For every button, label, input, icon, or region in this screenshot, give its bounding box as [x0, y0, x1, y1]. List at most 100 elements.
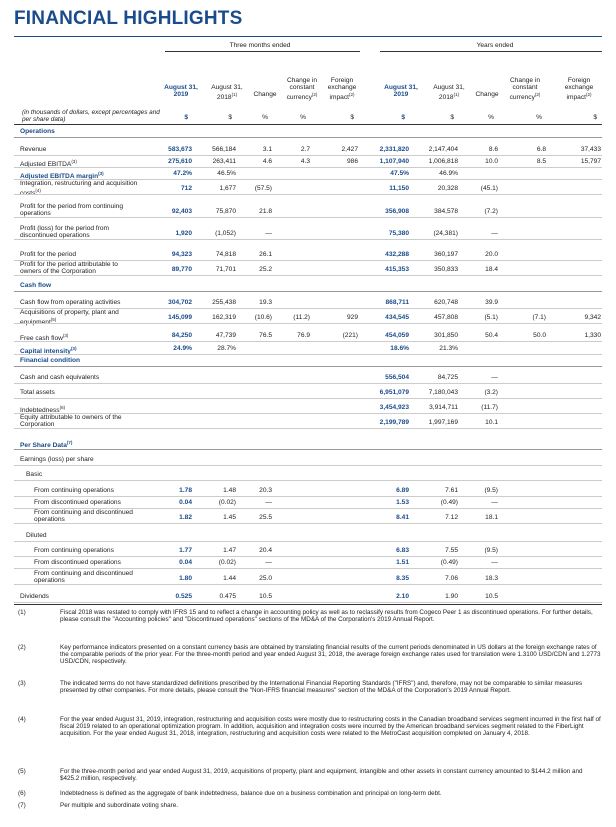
footnote: (2) Key performance indicators presented … [14, 644, 602, 678]
cell-value: 1,997,169 [428, 419, 458, 426]
row-label: Cash flow from operating activities [20, 299, 121, 306]
cell-value: (57.5) [254, 185, 272, 192]
row-rule [14, 480, 602, 481]
cell-value: 7.55 [445, 547, 458, 554]
cell-value: (3.2) [484, 389, 498, 396]
row-label: From continuing and discontinued operati… [34, 509, 133, 524]
row-label: Dividends [20, 593, 49, 600]
row-label: Equity attributable to owners of the Cor… [20, 414, 122, 429]
row-rule [14, 602, 602, 603]
cell-value: — [491, 230, 498, 237]
cell-value: 7.61 [445, 487, 458, 494]
row-rule [14, 398, 602, 399]
cell-value: 26.1 [259, 251, 272, 258]
footnote: (1) Fiscal 2018 was restated to comply wi… [14, 609, 602, 643]
cell-value: (1,052) [215, 230, 236, 237]
cell-value: 0.475 [219, 593, 236, 600]
unit-label: $ [350, 114, 354, 121]
cell-value: 356,908 [385, 208, 409, 215]
row-label: Indebtedness(6) [20, 405, 66, 415]
row-rule [14, 217, 602, 218]
col-y-fx: Foreign exchange impact(2) [564, 77, 594, 102]
cell-value: 0.525 [175, 593, 192, 600]
row-label: From discontinued operations [34, 559, 121, 566]
cell-value: (7.2) [484, 208, 498, 215]
row-rule [14, 584, 602, 585]
cell-value: 2,199,789 [379, 419, 409, 426]
title-rule [14, 36, 602, 37]
cell-value: 92,403 [171, 208, 192, 215]
cell-value: 1.80 [179, 575, 192, 582]
cell-value: 8.6 [488, 146, 498, 153]
cell-value: 1,920 [175, 230, 192, 237]
cell-value: 2.7 [300, 146, 310, 153]
cell-value: 46.5% [217, 170, 236, 177]
row-label: Profit for the period [20, 251, 77, 258]
row-label: From continuing operations [34, 487, 114, 494]
col-q-2018: August 31, 2018(1) [211, 84, 243, 102]
cell-value: (11.7) [481, 404, 498, 411]
cell-value: 25.2 [259, 266, 272, 273]
row-label: Profit (loss) for the period from discon… [20, 225, 110, 240]
col-y-2019: August 31, 2019 [384, 84, 418, 99]
cell-value: 47,739 [215, 332, 236, 339]
footnote-text: Indebtedness is defined as the aggregate… [60, 790, 442, 797]
cell-value: 1.77 [179, 547, 192, 554]
cell-value: — [491, 374, 498, 381]
cell-value: 1,677 [219, 185, 236, 192]
col-y-2018: August 31, 2018(1) [433, 84, 465, 102]
cell-value: 3.1 [262, 146, 272, 153]
cell-value: 454,059 [385, 332, 409, 339]
row-rule [14, 155, 602, 156]
col-q-change: Change [253, 91, 277, 98]
row-rule [14, 323, 602, 324]
col-q-change-const: Change in constant currency(2) [286, 77, 318, 102]
cell-value: — [491, 499, 498, 506]
row-rule [14, 179, 602, 180]
cell-value: 10.5 [259, 593, 272, 600]
row-label: Total assets [20, 389, 55, 396]
cell-value: 263,411 [212, 158, 236, 165]
footnote: (7) Per multiple and subordinate voting s… [14, 802, 602, 812]
cell-value: 1.45 [223, 514, 236, 521]
unit-label: % [488, 114, 494, 121]
cell-value: 1,330 [584, 332, 601, 339]
header-bottom-rule [14, 124, 602, 125]
cell-value: 25.5 [259, 514, 272, 521]
row-rule [14, 167, 602, 168]
cell-value: 75,870 [215, 208, 236, 215]
cell-value: 583,673 [168, 146, 192, 153]
row-label: Earnings (loss) per share [20, 456, 94, 463]
row-rule [14, 465, 602, 466]
cell-value: 2,147,404 [428, 146, 458, 153]
cell-value: 10.1 [485, 419, 498, 426]
cell-value: 75,380 [388, 230, 409, 237]
cell-value: 4.6 [262, 158, 272, 165]
cell-value: 415,353 [385, 266, 409, 273]
cell-value: 6.89 [396, 487, 409, 494]
cell-value: 457,808 [434, 314, 458, 321]
row-rule [14, 523, 602, 524]
cell-value: 162,319 [212, 314, 236, 321]
cell-value: 7.12 [445, 514, 458, 521]
footnote-number: (1) [18, 609, 26, 616]
cell-value: 10.0 [485, 158, 498, 165]
row-rule [14, 496, 602, 497]
unit-label: % [262, 114, 268, 121]
cell-value: 50.0 [533, 332, 546, 339]
row-label: Adjusted EBITDA margin(3) [20, 171, 104, 181]
cell-value: 50.4 [485, 332, 498, 339]
unit-label: $ [450, 114, 454, 121]
cell-value: (0.49) [440, 499, 458, 506]
cell-value: (10.6) [254, 314, 272, 321]
cell-value: (9.5) [484, 547, 498, 554]
row-label: Free cash flow(3) [20, 333, 69, 343]
footnote-text: The indicated terms do not have standard… [60, 680, 583, 695]
cell-value: 8.5 [536, 158, 546, 165]
row-rule [14, 383, 602, 384]
cell-value: 7.06 [445, 575, 458, 582]
cell-value: (9.5) [484, 487, 498, 494]
section-header: Operations [20, 128, 55, 135]
cell-value: 1.53 [396, 499, 409, 506]
section-rule [14, 366, 602, 367]
